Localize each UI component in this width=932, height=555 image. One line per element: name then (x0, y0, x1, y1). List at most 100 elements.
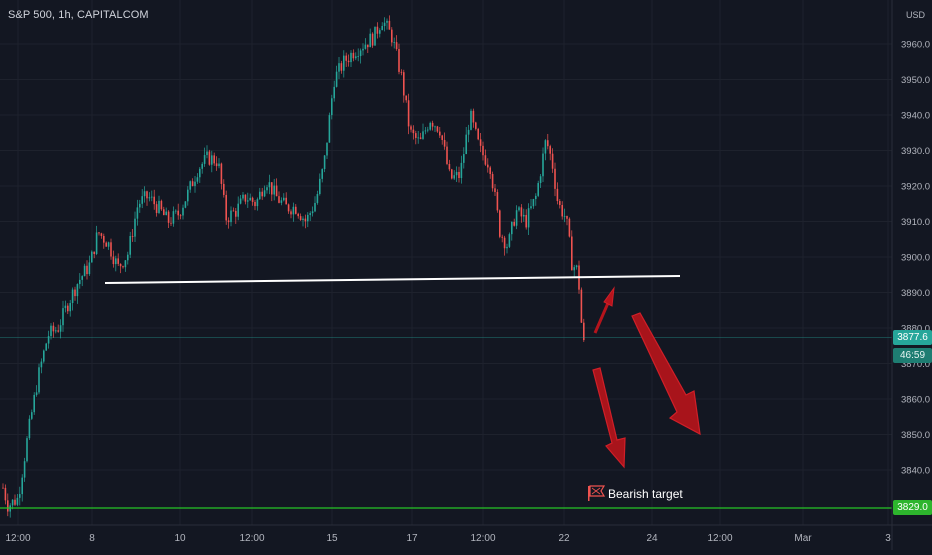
candle-body (415, 133, 417, 138)
candle-body (103, 235, 105, 243)
candle-body (127, 254, 129, 261)
arrow-down-drawing-1[interactable] (592, 367, 626, 469)
candle-body (369, 33, 371, 48)
candle-body (79, 279, 81, 285)
candles (2, 15, 585, 518)
candle-body (523, 214, 525, 217)
candle-body (496, 192, 499, 211)
price-axis[interactable]: 3840.0 3850.0 3860.0 3870.0 3880.0 3890.0 3900… (891, 0, 930, 550)
candle-body (583, 322, 585, 341)
candle-body (539, 176, 542, 184)
candle-body (405, 95, 407, 101)
candle-body (55, 330, 57, 332)
candle-body (410, 126, 412, 130)
candle-body (86, 265, 88, 275)
annotation-label[interactable]: Bearish target (608, 487, 683, 501)
candle-body (251, 197, 254, 202)
candle-body (19, 494, 21, 498)
candle-body (153, 196, 155, 205)
candle-body (443, 139, 446, 147)
candle-body (304, 218, 307, 222)
candle-body (427, 129, 429, 131)
candle-body (455, 171, 458, 176)
candle-body (489, 167, 491, 174)
candle-body (441, 135, 443, 140)
y-tick-label: 3940.0 (901, 111, 930, 122)
candle-body (57, 330, 59, 332)
candle-body (513, 221, 515, 226)
candle-body (307, 214, 309, 222)
y-tick-label: 3960.0 (901, 40, 930, 51)
candle-body (499, 210, 501, 237)
candle-body (148, 197, 151, 199)
x-tick-label: 22 (558, 533, 570, 544)
candle-body (100, 233, 103, 236)
candle-body (566, 215, 568, 219)
candle-body (446, 146, 448, 164)
last-price-badge: 3877.6 (893, 330, 932, 345)
candle-body (525, 214, 527, 228)
candle-body (383, 22, 386, 27)
candle-body (105, 242, 107, 247)
arrow-up-drawing[interactable] (593, 286, 615, 334)
candle-body (134, 218, 136, 237)
candle-body (472, 110, 475, 123)
candle-body (225, 194, 227, 221)
candle-body (59, 325, 62, 332)
x-tick-label: Mar (794, 533, 812, 544)
candle-body (487, 164, 489, 168)
candle-body (172, 211, 175, 224)
candle-body (67, 305, 69, 312)
candle-body (515, 210, 518, 226)
symbol-title[interactable]: S&P 500, 1h, CAPITALCOM (8, 9, 149, 21)
candle-body (463, 154, 465, 163)
countdown-badge: 46:59 (893, 348, 932, 363)
candle-body (508, 234, 511, 247)
candle-body (568, 218, 571, 237)
candle-body (580, 289, 583, 323)
candle-body (223, 183, 225, 195)
candle-body (136, 207, 139, 219)
candle-body (311, 211, 314, 214)
candle-body (386, 20, 388, 23)
candle-body (371, 33, 374, 46)
candle-body (359, 50, 362, 57)
candle-body (542, 153, 544, 177)
candle-body (247, 200, 249, 202)
y-tick-label: 3880.0 (901, 324, 930, 335)
candle-body (115, 258, 117, 265)
x-tick-label: 3 (885, 533, 891, 544)
candle-body (431, 122, 434, 127)
candle-body (117, 258, 119, 264)
support-trendline[interactable] (104, 275, 681, 284)
candle-body (213, 155, 215, 164)
candle-body (400, 71, 403, 73)
y-tick-label: 3890.0 (901, 288, 930, 299)
candle-body (362, 48, 364, 51)
candle-body (194, 181, 196, 187)
candle-body (292, 206, 295, 215)
x-tick-label: 8 (89, 533, 95, 544)
candle-body (237, 203, 239, 217)
candle-body (146, 191, 148, 199)
candle-body (151, 196, 153, 198)
candle-body (326, 142, 328, 156)
candle-body (535, 195, 537, 200)
candle-body (16, 497, 19, 505)
candle-body (76, 284, 79, 297)
candle-body (319, 178, 321, 195)
x-tick-label: 12:00 (707, 533, 732, 544)
candle-body (422, 131, 424, 139)
candle-body (556, 188, 559, 202)
candle-body (285, 197, 287, 205)
candle-body (316, 194, 319, 203)
arrow-down-drawing-2[interactable] (631, 312, 701, 436)
candle-body (239, 198, 242, 204)
time-axis[interactable]: 12:00 8 10 12:00 15 17 12:00 22 24 12:00 Mar 3 (0, 524, 932, 544)
y-tick-label: 3920.0 (901, 182, 930, 193)
candle-body (429, 122, 431, 130)
x-tick-label: 15 (326, 533, 338, 544)
candle-body (436, 126, 439, 132)
